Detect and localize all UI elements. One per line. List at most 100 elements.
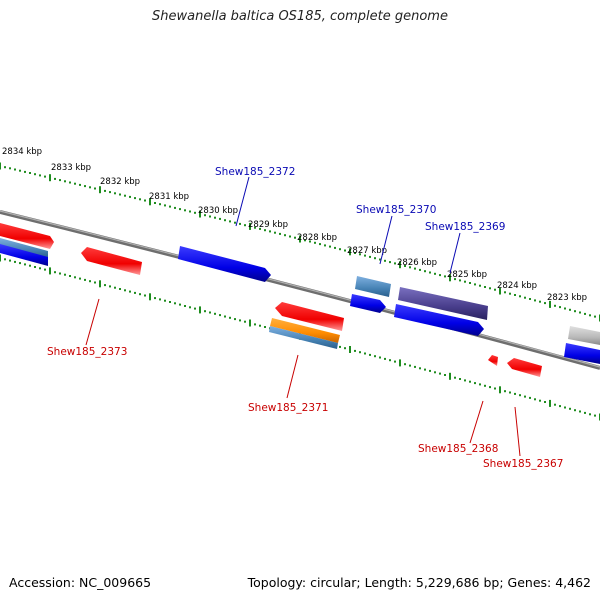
minor-tick: [579, 410, 581, 413]
gene-label-shew2368[interactable]: Shew185_2368: [418, 443, 498, 455]
minor-tick: [144, 199, 146, 202]
major-tick: [549, 300, 551, 308]
minor-tick: [219, 217, 221, 220]
minor-tick: [514, 294, 516, 296]
gene-arrow-right-blue[interactable]: [564, 343, 600, 364]
tick-label: 2833 kbp: [51, 163, 91, 173]
gene-arrow-shew2371-steel[interactable]: [269, 326, 338, 349]
minor-tick: [559, 306, 561, 309]
minor-tick: [54, 271, 56, 274]
gene-arrow-partial-left-blue[interactable]: [0, 244, 48, 266]
minor-tick: [394, 262, 396, 265]
minor-tick: [239, 222, 241, 225]
minor-tick: [489, 287, 491, 290]
gene-label-shew2372[interactable]: Shew185_2372: [215, 166, 295, 178]
gene-arrow-shew2374[interactable]: [0, 223, 54, 249]
minor-tick: [424, 270, 426, 273]
minor-tick: [14, 168, 16, 171]
major-tick: [0, 254, 1, 262]
minor-tick: [529, 396, 531, 399]
minor-tick: [64, 180, 66, 183]
minor-tick: [574, 409, 576, 412]
minor-tick: [209, 311, 211, 314]
gene-arrow-shew2372[interactable]: [178, 246, 271, 282]
minor-tick: [419, 268, 421, 271]
minor-tick: [289, 235, 291, 238]
minor-tick: [469, 282, 471, 284]
gene-arrow-partial-left-steel[interactable]: [0, 238, 48, 258]
map-title: Shewanella baltica OS185, complete genom…: [152, 9, 448, 24]
gene-arrow-shew2370-b[interactable]: [350, 294, 386, 313]
reverse-genes: [81, 247, 542, 377]
minor-tick: [424, 368, 426, 371]
minor-tick: [364, 254, 366, 257]
gene-label-shew2373[interactable]: Shew185_2373: [47, 346, 127, 358]
gene-label-shew2370[interactable]: Shew185_2370: [356, 204, 436, 216]
minor-tick: [444, 374, 446, 376]
minor-tick: [379, 356, 381, 359]
minor-tick: [244, 224, 246, 227]
minor-tick: [9, 167, 11, 170]
minor-tick: [569, 308, 571, 311]
major-tick: [99, 280, 101, 288]
gene-label-shew2371[interactable]: Shew185_2371: [248, 402, 328, 414]
minor-tick: [534, 398, 536, 401]
minor-tick: [514, 392, 516, 395]
minor-tick: [334, 246, 336, 249]
minor-tick: [304, 239, 306, 242]
major-tick: [349, 248, 351, 256]
gene-arrow-shew2368[interactable]: [488, 355, 498, 366]
gene-arrow-shew2371-orange[interactable]: [270, 318, 340, 343]
minor-tick: [344, 347, 346, 350]
major-tick: [249, 319, 251, 327]
gene-label-shew2367[interactable]: Shew185_2367: [483, 458, 563, 470]
major-tick: [449, 274, 451, 282]
minor-tick: [569, 407, 571, 410]
minor-tick: [264, 229, 266, 232]
minor-tick: [134, 197, 136, 200]
minor-tick: [229, 316, 231, 319]
gene-arrow-shew2367[interactable]: [507, 358, 542, 377]
gene-labels: Shew185_2372 Shew185_2370 Shew185_2369 S…: [47, 166, 563, 470]
minor-tick: [519, 295, 521, 298]
minor-tick: [214, 216, 216, 219]
minor-tick: [434, 371, 436, 374]
gene-arrow-shew2373[interactable]: [81, 247, 142, 275]
gene-arrow-right-grey[interactable]: [568, 326, 600, 345]
minor-tick: [369, 255, 371, 258]
minor-tick: [554, 304, 556, 307]
minor-tick: [389, 359, 391, 362]
tick-label: 2832 kbp: [100, 177, 140, 187]
minor-tick: [594, 414, 596, 417]
minor-tick: [469, 380, 471, 383]
gene-arrow-shew2369-b[interactable]: [394, 304, 484, 336]
minor-tick: [74, 182, 76, 185]
minor-tick: [559, 405, 561, 408]
genome-backbone: [0, 210, 600, 370]
minor-tick: [244, 320, 246, 323]
minor-tick: [254, 323, 256, 326]
minor-tick: [239, 319, 241, 322]
minor-tick: [189, 210, 191, 213]
minor-tick: [294, 236, 296, 239]
minor-tick: [179, 303, 181, 306]
minor-tick: [84, 185, 86, 188]
major-tick: [349, 346, 351, 353]
minor-tick: [509, 391, 511, 394]
minor-tick: [79, 277, 81, 280]
forward-genes: [0, 223, 600, 364]
minor-tick: [374, 355, 376, 358]
minor-tick: [29, 172, 31, 174]
major-tick: [99, 186, 101, 194]
gene-arrow-shew2369[interactable]: [398, 287, 488, 320]
minor-tick: [44, 175, 46, 178]
minor-tick: [524, 395, 526, 398]
gene-arrow-shew2370[interactable]: [355, 276, 391, 297]
minor-tick: [114, 286, 116, 289]
major-tick: [399, 261, 401, 269]
gene-label-shew2369[interactable]: Shew185_2369: [425, 221, 505, 233]
minor-tick: [124, 194, 126, 197]
gene-arrow-shew2371-red[interactable]: [275, 302, 344, 331]
minor-tick: [394, 360, 396, 363]
minor-tick: [414, 365, 416, 368]
